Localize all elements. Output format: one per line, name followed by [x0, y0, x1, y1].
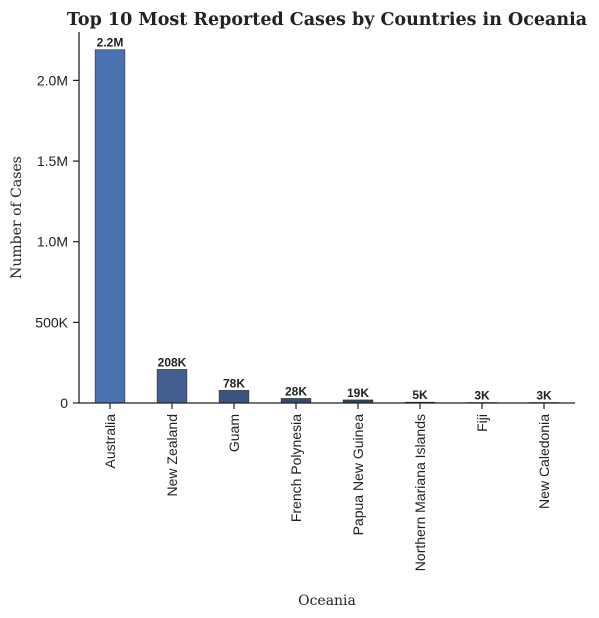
data-labels-group: 2.2M 208K 78K 28K 19K 5K 3K 3K — [97, 36, 552, 403]
x-tick-label: Fiji — [474, 414, 490, 432]
y-tick-label: 1.0M — [37, 234, 68, 250]
data-label: 19K — [347, 386, 369, 400]
bar-guam — [218, 390, 250, 404]
x-axis-ticks: Australia New Zealand Guam French Polynesia… — [102, 403, 552, 571]
y-axis-title: Number of Cases — [9, 156, 25, 279]
data-label: 3K — [536, 389, 552, 403]
chart-title: Top 10 Most Reported Cases by Countries … — [67, 10, 587, 30]
bar-australia — [94, 49, 126, 404]
data-label: 2.2M — [97, 36, 124, 50]
data-label: 208K — [158, 355, 187, 369]
x-axis-title: Oceania — [298, 593, 356, 609]
x-tick-label: Australia — [102, 414, 118, 469]
data-label: 5K — [412, 388, 428, 402]
x-tick-label: New Zealand — [164, 414, 180, 497]
data-label: 28K — [285, 384, 307, 398]
y-tick-label: 2.0M — [37, 72, 68, 88]
bars-group — [94, 49, 560, 404]
data-label: 3K — [474, 389, 490, 403]
y-tick-label: 0 — [60, 395, 68, 411]
x-tick-label: Northern Mariana Islands — [412, 414, 428, 571]
x-tick-label: French Polynesia — [288, 414, 304, 522]
bar-french-polynesia — [280, 398, 312, 404]
y-axis-ticks: 0 500K 1.0M 1.5M 2.0M — [35, 72, 79, 411]
y-tick-label: 1.5M — [37, 153, 68, 169]
y-tick-label: 500K — [35, 314, 68, 330]
x-tick-label: Papua New Guinea — [350, 414, 366, 536]
x-tick-label: Guam — [226, 414, 242, 452]
data-label: 78K — [223, 376, 245, 390]
bar-new-zealand — [156, 369, 188, 404]
x-tick-label: New Caledonia — [536, 414, 552, 509]
